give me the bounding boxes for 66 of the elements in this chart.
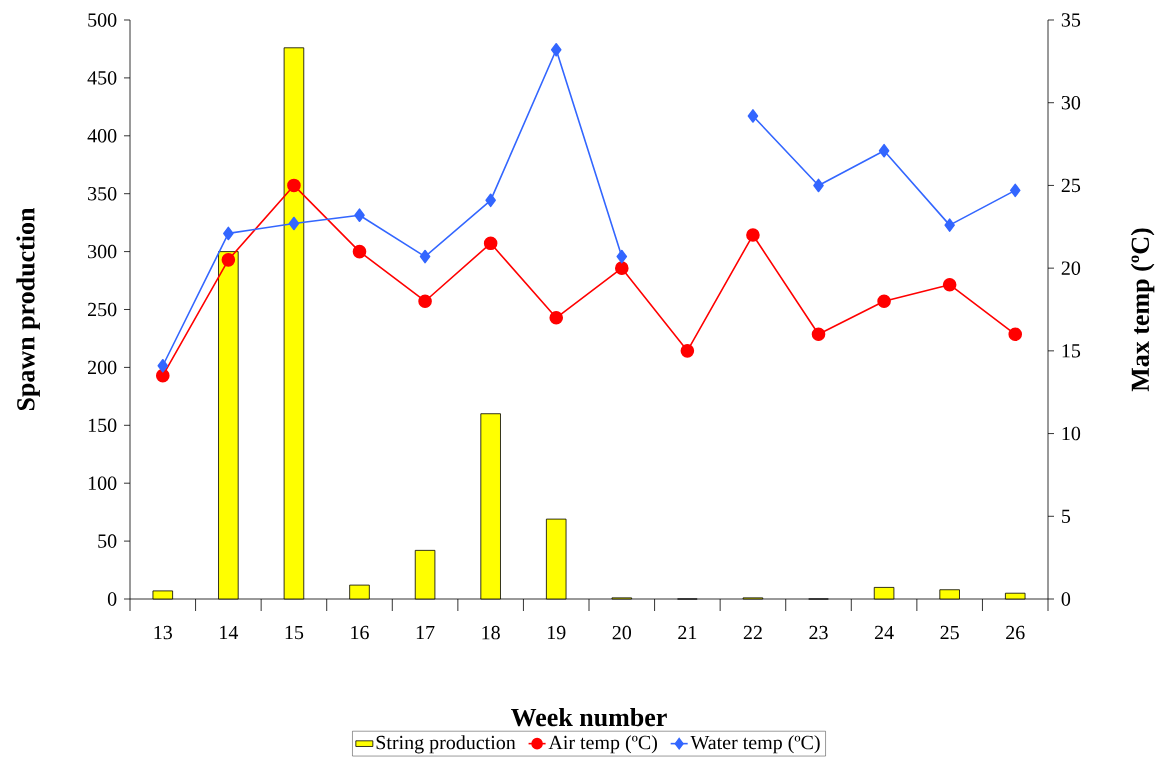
y-tick-label: 450: [87, 71, 117, 85]
point: [878, 143, 890, 158]
point: [877, 294, 891, 309]
x-tick-label: 21: [678, 625, 697, 640]
x-tick-label: 20: [612, 625, 632, 640]
point: [483, 236, 498, 251]
legend-label: String production: [376, 735, 516, 754]
y-tick-label: 100: [88, 476, 117, 490]
y-tick-label: 350: [88, 186, 117, 201]
y2-tick-label: 10: [1062, 426, 1081, 441]
y2-tick-label: 35: [1061, 13, 1081, 27]
y-tick-label: 150: [88, 418, 117, 433]
x-tick-label: 24: [874, 625, 894, 640]
point: [614, 261, 629, 275]
legend-label: Water temp (ºC): [690, 735, 820, 754]
point: [1009, 183, 1021, 198]
point: [352, 244, 367, 259]
point: [746, 228, 760, 242]
y2-axis-title: Max temp (ºC): [1130, 228, 1155, 392]
point: [813, 178, 824, 193]
point: [485, 193, 496, 208]
point: [418, 294, 432, 309]
y-tick-label: 300: [88, 244, 117, 259]
y2-tick-label: 30: [1061, 95, 1081, 110]
y-tick-label: 50: [98, 534, 117, 548]
point: [221, 253, 236, 267]
point: [942, 277, 957, 292]
y2-tick-label: 25: [1061, 178, 1081, 193]
x-tick-label: 16: [351, 625, 369, 640]
point: [419, 249, 431, 264]
x-tick-label: 14: [220, 625, 239, 640]
point: [354, 208, 365, 222]
y-tick-label: 0: [107, 592, 117, 606]
point: [680, 344, 695, 358]
y2-tick-label: 0: [1061, 592, 1071, 606]
point: [944, 218, 955, 232]
point: [747, 109, 759, 123]
y-tick-label: 250: [88, 302, 117, 317]
point: [811, 327, 826, 342]
y-tick-label: 500: [88, 13, 117, 27]
point: [616, 249, 628, 264]
x-tick-label: 18: [482, 625, 500, 640]
point: [550, 42, 562, 57]
x-tick-label: 23: [809, 625, 828, 640]
x-tick-label: 26: [1006, 625, 1025, 640]
y-tick-label: 400: [87, 129, 117, 143]
point: [549, 310, 564, 325]
x-tick-label: 22: [743, 625, 762, 640]
y2-tick-label: 20: [1061, 261, 1081, 275]
point: [287, 178, 301, 193]
x-tick-label: 19: [547, 625, 566, 640]
legend-label: Air temp (ºC): [548, 735, 657, 754]
x-axis-title: Week number: [511, 707, 667, 727]
x-tick-label: 15: [285, 625, 304, 640]
point: [223, 226, 234, 241]
y2-tick-label: 15: [1062, 344, 1081, 358]
x-tick-label: 25: [940, 625, 959, 640]
point: [155, 368, 170, 383]
y-axis-title: Spawn production: [16, 207, 40, 411]
y-tick-label: 200: [88, 360, 117, 375]
point: [1008, 327, 1023, 342]
y2-tick-label: 5: [1062, 509, 1071, 523]
x-tick-label: 17: [416, 625, 435, 640]
x-tick-label: 13: [154, 625, 172, 640]
point: [157, 358, 169, 373]
point: [288, 216, 300, 231]
